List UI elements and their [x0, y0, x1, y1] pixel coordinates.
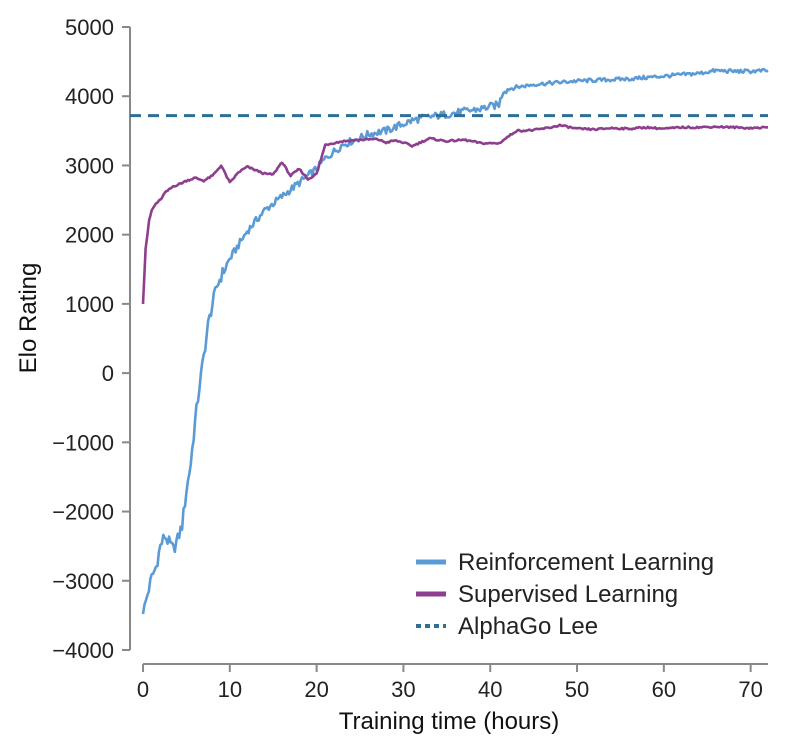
x-axis-ticks: 0 10 20 30 40 50 60 70: [137, 664, 763, 702]
x-tick-label: 70: [738, 677, 762, 702]
y-tick-label: 1000: [65, 292, 114, 317]
x-tick-label: 30: [391, 677, 415, 702]
legend-label-supervised-learning: Supervised Learning: [458, 581, 678, 608]
reinforcement-learning-line: [141, 67, 769, 615]
y-axis-title: Elo Rating: [15, 263, 42, 374]
x-axis-title: Training time (hours): [339, 708, 560, 735]
y-tick-label: 5000: [65, 15, 114, 40]
y-tick-label: −1000: [52, 430, 114, 455]
supervised-learning-line: [141, 123, 769, 304]
x-tick-label: 10: [218, 677, 242, 702]
series-layer: [130, 67, 769, 615]
y-tick-label: −4000: [52, 638, 114, 663]
y-tick-label: 0: [102, 361, 114, 386]
y-tick-label: −3000: [52, 569, 114, 594]
legend: Reinforcement Learning Supervised Learnin…: [416, 549, 714, 640]
legend-label-reinforcement-learning: Reinforcement Learning: [458, 549, 714, 576]
y-tick-label: 2000: [65, 223, 114, 248]
x-tick-label: 20: [304, 677, 328, 702]
x-tick-label: 40: [478, 677, 502, 702]
x-tick-label: 50: [565, 677, 589, 702]
y-axis-ticks: −4000 −3000 −2000 −1000 0 1000 2000 3000 4000 500…: [52, 15, 130, 663]
y-tick-label: 4000: [65, 84, 114, 109]
legend-label-alphago-lee: AlphaGo Lee: [458, 613, 598, 640]
x-tick-label: 60: [652, 677, 676, 702]
y-tick-label: 3000: [65, 153, 114, 178]
y-tick-label: −2000: [52, 500, 114, 525]
x-tick-label: 0: [137, 677, 149, 702]
